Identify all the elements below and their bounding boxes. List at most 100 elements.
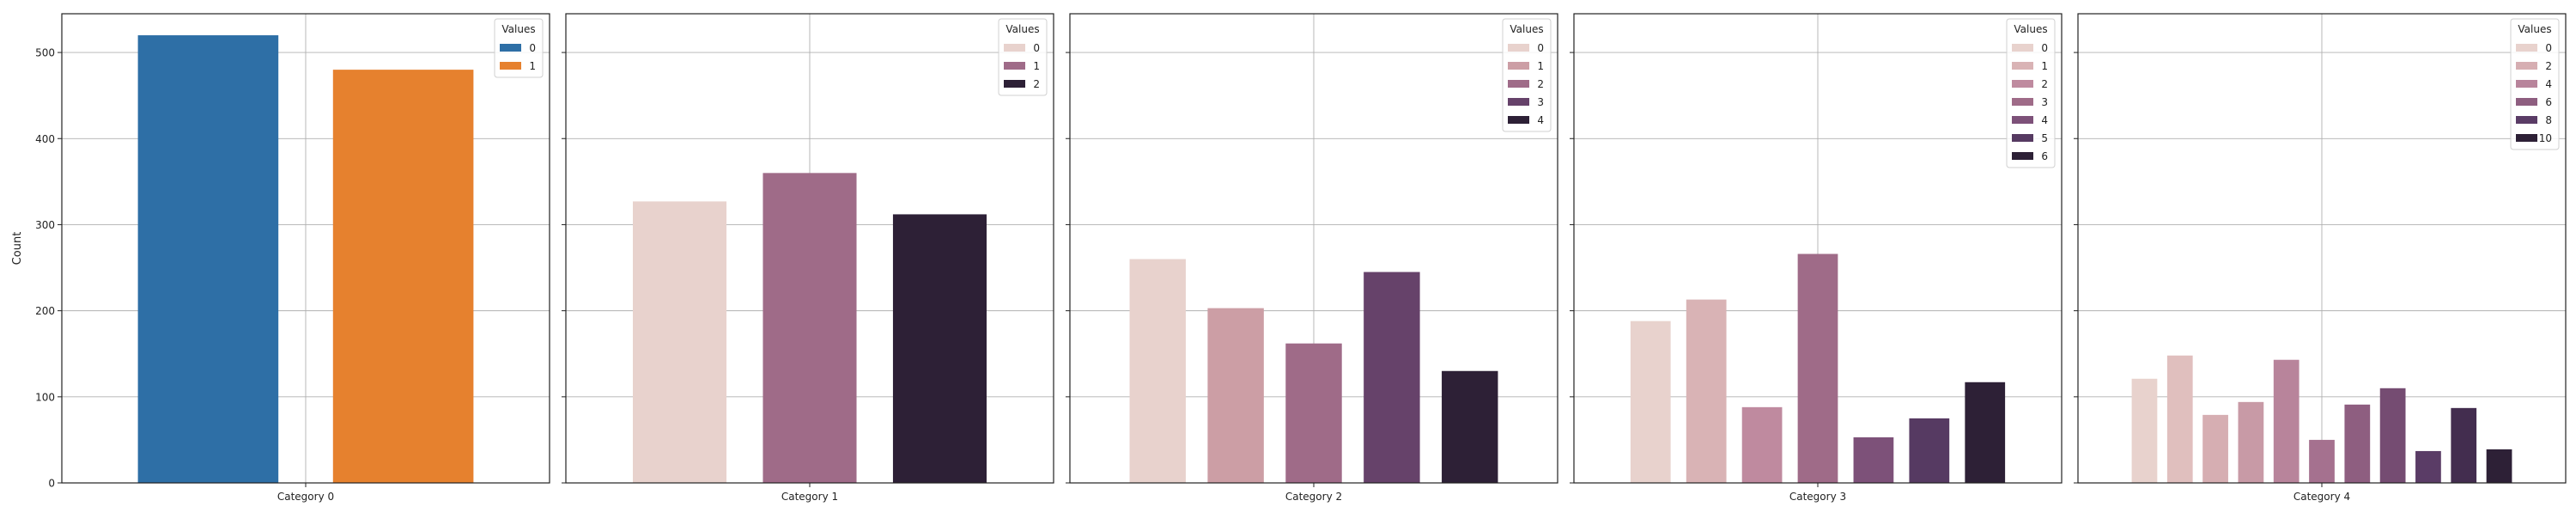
subplot-4: Category 4 Values 0 2 4 6 8 10 (2074, 13, 2567, 503)
legend-swatch (500, 44, 521, 52)
legend-swatch (1004, 62, 1025, 70)
legend: Values 0 1 2 (998, 18, 1048, 96)
legend-entry: 1 (2041, 60, 2048, 72)
legend-swatch (2012, 134, 2033, 142)
y-tick-label: 0 (48, 478, 55, 490)
legend: Values 0 1 (494, 18, 544, 78)
legend-swatch (2012, 116, 2033, 124)
x-tick-label: Category 0 (277, 491, 334, 503)
subplot-2: Category 2 Values 0 1 2 3 4 (1066, 13, 1558, 503)
legend-entry: 2 (2545, 60, 2552, 72)
x-tick-label: Category 3 (1789, 491, 1846, 503)
legend-entry: 0 (2041, 42, 2048, 54)
bar-value-9 (2451, 407, 2477, 483)
legend-swatch (2516, 98, 2537, 106)
bar-value-3 (2238, 401, 2264, 483)
legend-entry: 1 (529, 60, 536, 72)
legend-swatch (1508, 44, 1529, 52)
legend-title: Values (2518, 23, 2551, 35)
bar-value-0 (633, 201, 727, 483)
bar-value-2 (1741, 406, 1783, 483)
bar-value-5 (2309, 439, 2335, 483)
legend-entry: 0 (1537, 42, 1544, 54)
y-tick-label: 400 (35, 133, 55, 145)
y-axis-label: Count (11, 232, 24, 266)
y-tick-label: 100 (35, 391, 55, 403)
bar-value-0 (1630, 321, 1671, 483)
legend-swatch (2012, 44, 2033, 52)
bar-value-4 (2273, 359, 2300, 483)
legend-entry: 2 (1033, 78, 1040, 90)
bar-value-2 (892, 214, 987, 483)
legend-entry: 4 (2041, 114, 2048, 126)
bar-value-2 (1285, 343, 1342, 483)
legend-title: Values (1510, 23, 1543, 35)
y-tick-label: 200 (35, 305, 55, 317)
x-tick-label: Category 2 (1285, 491, 1342, 503)
x-tick-label: Category 1 (781, 491, 838, 503)
bar-value-1 (1686, 299, 1727, 483)
legend-swatch (2516, 44, 2537, 52)
subplot-1: Category 1 Values 0 1 2 (562, 13, 1054, 503)
legend-entry: 6 (2041, 150, 2048, 162)
bar-value-6 (2344, 404, 2371, 483)
legend-entry: 0 (2545, 42, 2552, 54)
legend-swatch (2012, 152, 2033, 160)
legend-swatch (2012, 62, 2033, 70)
legend-entry: 2 (2041, 78, 2048, 90)
bar-value-2 (2202, 414, 2228, 483)
legend-entry: 10 (2539, 132, 2552, 144)
legend-swatch (2012, 80, 2033, 88)
bar-value-5 (1909, 418, 1950, 483)
bar-value-7 (2379, 388, 2406, 483)
legend-entry: 3 (2041, 96, 2048, 108)
bar-value-1 (2166, 355, 2193, 483)
legend-entry: 0 (1033, 42, 1040, 54)
legend: Values 0 1 2 3 4 (1502, 18, 1552, 132)
y-tick-label: 500 (35, 47, 55, 59)
bar-value-1 (1207, 308, 1264, 483)
bar-value-1 (762, 173, 857, 483)
legend-swatch (2516, 62, 2537, 70)
legend-swatch (1508, 62, 1529, 70)
bar-value-1 (332, 70, 474, 483)
legend-swatch (500, 62, 521, 70)
x-tick-label: Category 4 (2293, 491, 2350, 503)
subplot-3: Category 3 Values 0 1 2 3 4 5 6 (1570, 13, 2063, 503)
legend-entry: 1 (1033, 60, 1040, 72)
legend: Values 0 1 2 3 4 5 6 (2006, 18, 2056, 168)
subplot-0: 0 100 200 300 400 500 Category 0 Values 0 1 (35, 13, 550, 503)
legend-swatch (2516, 134, 2537, 142)
legend-swatch (1508, 98, 1529, 106)
legend-entry: 0 (529, 42, 536, 54)
bar-value-3 (1797, 253, 1838, 483)
y-tick-label: 300 (35, 219, 55, 231)
bar-value-4 (1853, 437, 1894, 483)
bar-value-0 (1129, 259, 1186, 483)
bar-value-6 (1965, 382, 2006, 483)
legend-title: Values (501, 23, 535, 35)
legend-box (2006, 18, 2056, 168)
legend-entry: 3 (1537, 96, 1544, 108)
bar-value-8 (2415, 450, 2441, 483)
legend-entry: 4 (2545, 78, 2552, 90)
bar-value-10 (2486, 449, 2512, 483)
legend-entry: 8 (2545, 114, 2552, 126)
legend-swatch (2516, 80, 2537, 88)
legend-entry: 2 (1537, 78, 1544, 90)
legend-entry: 4 (1537, 114, 1544, 126)
legend: Values 0 2 4 6 8 10 (2510, 18, 2560, 150)
legend-swatch (2516, 116, 2537, 124)
bar-value-4 (1442, 370, 1498, 483)
bar-value-0 (137, 35, 279, 483)
legend-swatch (1508, 116, 1529, 124)
legend-entry: 6 (2545, 96, 2552, 108)
legend-swatch (1508, 80, 1529, 88)
legend-swatch (2012, 98, 2033, 106)
legend-swatch (1004, 80, 1025, 88)
legend-box (998, 18, 1048, 96)
legend-title: Values (2014, 23, 2047, 35)
legend-entry: 1 (1537, 60, 1544, 72)
legend-entry: 5 (2041, 132, 2048, 144)
